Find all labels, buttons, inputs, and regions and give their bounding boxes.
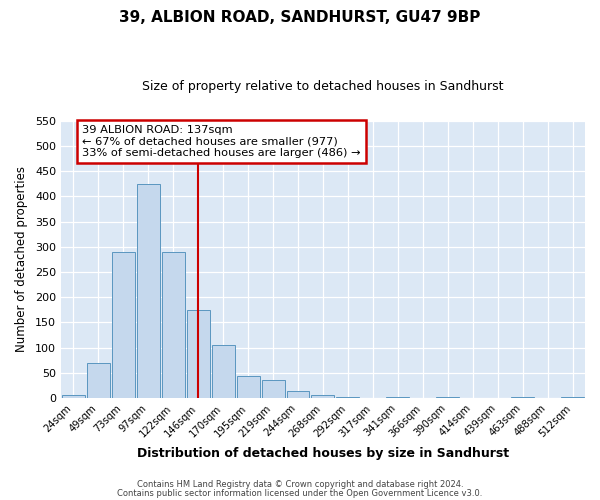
Bar (162, 252, 185, 398)
Bar (262, 380, 284, 398)
Bar (337, 397, 359, 398)
Text: Contains HM Land Registry data © Crown copyright and database right 2024.: Contains HM Land Registry data © Crown c… (137, 480, 463, 489)
Text: Contains public sector information licensed under the Open Government Licence v3: Contains public sector information licen… (118, 489, 482, 498)
X-axis label: Distribution of detached houses by size in Sandhurst: Distribution of detached houses by size … (137, 447, 509, 460)
Bar (287, 390, 310, 398)
Title: Size of property relative to detached houses in Sandhurst: Size of property relative to detached ho… (142, 80, 504, 93)
Bar (212, 345, 235, 398)
Bar (87, 363, 110, 398)
Bar (561, 397, 584, 398)
Bar (311, 394, 334, 398)
Bar (436, 397, 459, 398)
Text: 39 ALBION ROAD: 137sqm
← 67% of detached houses are smaller (977)
33% of semi-de: 39 ALBION ROAD: 137sqm ← 67% of detached… (82, 124, 361, 158)
Y-axis label: Number of detached properties: Number of detached properties (15, 166, 28, 352)
Bar (137, 184, 160, 398)
Bar (236, 376, 260, 398)
Bar (62, 394, 85, 398)
Bar (187, 310, 209, 398)
Bar (511, 397, 534, 398)
Text: 39, ALBION ROAD, SANDHURST, GU47 9BP: 39, ALBION ROAD, SANDHURST, GU47 9BP (119, 10, 481, 25)
Bar (112, 252, 135, 398)
Bar (386, 397, 409, 398)
